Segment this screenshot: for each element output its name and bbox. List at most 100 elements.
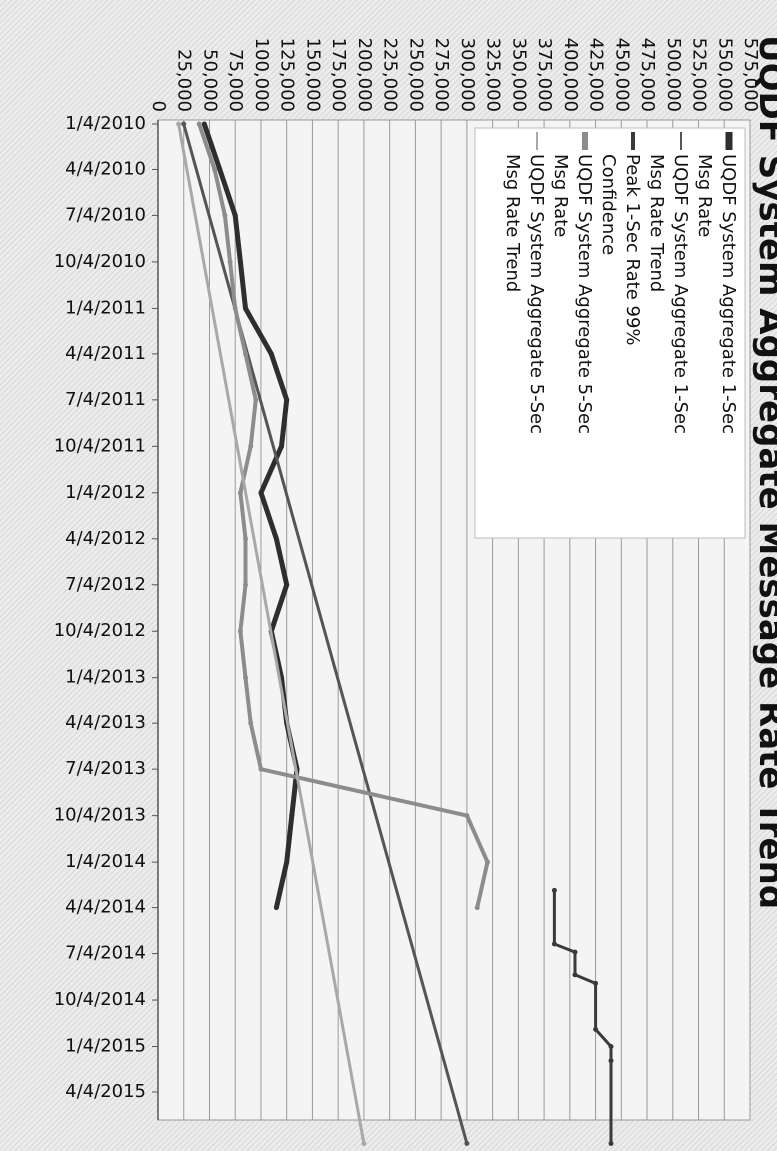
x-tick-label: 4/4/2011 bbox=[65, 343, 146, 364]
data-point bbox=[361, 1141, 367, 1146]
x-tick-label: 10/4/2013 bbox=[54, 805, 146, 826]
legend-label-line: UQDF System Aggregate 5-Sec bbox=[574, 154, 595, 434]
data-point bbox=[551, 941, 557, 947]
x-tick-label: 7/4/2013 bbox=[65, 758, 146, 779]
x-tick-label: 4/4/2013 bbox=[65, 712, 146, 733]
legend-background bbox=[474, 127, 746, 539]
x-tick-label: 7/4/2014 bbox=[65, 943, 146, 964]
x-tick-label: 1/4/2010 bbox=[65, 113, 146, 134]
data-point bbox=[181, 121, 187, 127]
data-point bbox=[243, 305, 248, 311]
x-tick-label: 4/4/2015 bbox=[65, 1081, 146, 1102]
legend-label-line: UQDF System Aggregate 1-Sec bbox=[718, 154, 739, 434]
legend-label: Peak 1-Sec Rate 99%Confidence bbox=[598, 154, 643, 346]
x-tick-label: 7/4/2011 bbox=[65, 389, 146, 410]
data-point bbox=[273, 536, 279, 542]
series-group bbox=[176, 121, 614, 1146]
legend-box: UQDF System Aggregate 1-SecMsg RateUQDF … bbox=[474, 127, 746, 539]
x-tick-label: 1/4/2015 bbox=[65, 1036, 146, 1057]
data-point bbox=[248, 443, 254, 449]
data-point bbox=[243, 351, 248, 357]
y-tick-label: 475,000 bbox=[637, 38, 658, 112]
y-tick-label: 100,000 bbox=[251, 38, 272, 112]
data-point bbox=[253, 397, 259, 403]
legend-label: UQDF System Aggregate 1-SecMsg Rate bbox=[694, 154, 739, 434]
data-point bbox=[176, 121, 182, 127]
y-tick-label: 175,000 bbox=[328, 38, 349, 112]
chart-title-group: UQDF System Aggregate Message Rate Trend bbox=[751, 35, 777, 909]
data-point bbox=[243, 582, 248, 588]
legend-label-line: Peak 1-Sec Rate 99% bbox=[622, 154, 643, 346]
legend-label-line: Msg Rate Trend bbox=[646, 154, 667, 292]
data-point bbox=[593, 980, 599, 986]
y-tick-label: 425,000 bbox=[586, 38, 607, 112]
data-point bbox=[608, 1044, 614, 1049]
y-tick-label: 375,000 bbox=[534, 38, 555, 112]
data-point bbox=[464, 1141, 470, 1146]
x-tick-label: 7/4/2010 bbox=[65, 204, 146, 225]
data-point bbox=[551, 887, 557, 893]
legend-label-line: Msg Rate bbox=[694, 154, 715, 237]
y-tick-label: 50,000 bbox=[200, 49, 221, 112]
chart-title: UQDF System Aggregate Message Rate Trend bbox=[751, 35, 777, 909]
x-tick-label: 1/4/2014 bbox=[65, 851, 146, 872]
y-tick-label: 450,000 bbox=[611, 38, 632, 112]
data-point bbox=[464, 813, 470, 819]
y-tick-label: 550,000 bbox=[714, 38, 735, 112]
data-point bbox=[237, 628, 243, 634]
legend-label-line: UQDF System Aggregate 1-Sec bbox=[670, 154, 691, 434]
legend-label: UQDF System Aggregate 5-SecMsg Rate Tren… bbox=[502, 154, 547, 434]
data-point bbox=[284, 397, 290, 403]
x-tick-label: 10/4/2014 bbox=[54, 989, 146, 1010]
data-point bbox=[196, 121, 202, 127]
data-point bbox=[237, 490, 243, 496]
x-tick-label: 4/4/2014 bbox=[65, 897, 146, 918]
x-tick-label: 10/4/2011 bbox=[54, 435, 146, 456]
legend-label-line: UQDF System Aggregate 5-Sec bbox=[526, 154, 547, 434]
data-point bbox=[284, 859, 290, 865]
data-point bbox=[201, 121, 207, 127]
x-tick-label: 1/4/2011 bbox=[65, 297, 146, 318]
data-point bbox=[237, 259, 243, 265]
y-tick-label: 225,000 bbox=[380, 38, 401, 112]
legend-label: UQDF System Aggregate 1-SecMsg Rate Tren… bbox=[646, 154, 691, 434]
y-tick-label: 250,000 bbox=[405, 38, 426, 112]
data-point bbox=[608, 1141, 614, 1146]
x-tick-label: 4/4/2010 bbox=[65, 158, 146, 179]
y-tick-label: 0 bbox=[148, 101, 169, 112]
data-point bbox=[258, 766, 264, 772]
legend: UQDF System Aggregate 1-SecMsg RateUQDF … bbox=[474, 127, 746, 539]
y-tick-label: 25,000 bbox=[174, 49, 195, 112]
data-point bbox=[273, 905, 279, 911]
y-tick-label: 300,000 bbox=[457, 38, 478, 112]
data-point bbox=[243, 675, 248, 681]
data-point bbox=[243, 536, 248, 542]
data-point bbox=[258, 490, 264, 496]
data-point bbox=[284, 582, 290, 588]
x-tick-label: 1/4/2013 bbox=[65, 667, 146, 688]
series-line bbox=[177, 123, 366, 1144]
data-point bbox=[232, 212, 238, 218]
data-point bbox=[227, 259, 233, 265]
y-tick-label: 325,000 bbox=[483, 38, 504, 112]
legend-label: UQDF System Aggregate 5-SecMsg Rate bbox=[550, 154, 595, 434]
y-tick-label: 125,000 bbox=[277, 38, 298, 112]
x-tick-label: 1/4/2012 bbox=[65, 482, 146, 503]
x-tick-label: 4/4/2012 bbox=[65, 528, 146, 549]
data-point bbox=[289, 813, 295, 819]
x-tick-label: 10/4/2010 bbox=[54, 251, 146, 272]
y-tick-label: 150,000 bbox=[302, 38, 323, 112]
data-point bbox=[232, 305, 238, 311]
data-point bbox=[474, 905, 480, 911]
data-point bbox=[279, 443, 284, 449]
x-tick-label: 7/4/2012 bbox=[65, 574, 146, 595]
axes: 0 25,000 50,000 75,000 100,000 125,000 150,000… bbox=[54, 38, 761, 1120]
y-tick-label: 275,000 bbox=[431, 38, 452, 112]
y-tick-label: 525,000 bbox=[689, 38, 710, 112]
legend-label-line: Confidence bbox=[598, 154, 619, 255]
data-point bbox=[212, 167, 218, 172]
data-point bbox=[608, 1058, 614, 1064]
data-point bbox=[217, 167, 223, 172]
data-point bbox=[572, 949, 578, 955]
